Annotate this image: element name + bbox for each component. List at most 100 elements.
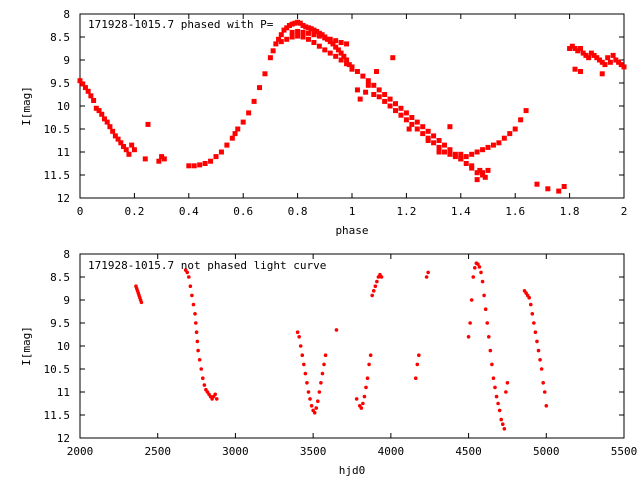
- data-point: [309, 404, 314, 408]
- data-point: [490, 142, 496, 148]
- data-point: [334, 328, 339, 332]
- data-point: [471, 275, 476, 279]
- data-point: [480, 279, 485, 284]
- data-point: [572, 66, 578, 72]
- data-point: [196, 348, 200, 353]
- data-point: [417, 353, 421, 358]
- data-point: [502, 427, 507, 431]
- x-tick-label: 1.8: [560, 205, 580, 218]
- data-point: [308, 397, 312, 401]
- data-point: [297, 335, 301, 339]
- data-point: [311, 27, 317, 33]
- data-point: [575, 48, 581, 54]
- x-tick-label: 3000: [222, 445, 249, 458]
- tick-marks: [79, 13, 625, 199]
- data-point: [303, 24, 309, 30]
- data-point: [289, 34, 295, 40]
- y-tick-labels: 8 8.5 9 9.5 10 10.5 11 11.5 12: [44, 8, 71, 205]
- data-point: [316, 30, 322, 36]
- y-axis-label: I[mag]: [20, 326, 33, 366]
- data-point: [447, 151, 453, 157]
- y-tick-label: 10.5: [44, 363, 71, 376]
- data-point: [539, 367, 544, 371]
- plot-frame: [79, 13, 625, 199]
- y-tick-label: 11.5: [44, 409, 71, 422]
- data-point: [371, 82, 377, 88]
- data-point: [536, 348, 541, 353]
- x-tick-label: 1.4: [451, 205, 471, 218]
- data-point: [300, 23, 306, 28]
- data-point: [365, 376, 370, 381]
- data-point: [486, 335, 491, 339]
- data-point: [591, 52, 597, 58]
- data-point: [224, 142, 230, 148]
- y-tick-label: 8: [63, 248, 70, 261]
- data-point: [325, 36, 331, 42]
- x-tick-label: 0.6: [233, 205, 253, 218]
- data-point: [463, 154, 469, 160]
- x-tick-label: 4000: [378, 445, 405, 458]
- data-point: [199, 367, 204, 371]
- x-tick-label: 1.2: [396, 205, 416, 218]
- data-point: [393, 101, 399, 107]
- data-point: [305, 25, 311, 31]
- data-point: [398, 105, 404, 111]
- y-tick-label: 9: [63, 54, 70, 67]
- data-point: [314, 406, 319, 410]
- data-point: [251, 98, 257, 104]
- data-point: [485, 321, 490, 325]
- x-tick-label: 0.2: [124, 205, 144, 218]
- data-point: [316, 43, 322, 49]
- data-point: [200, 376, 205, 381]
- data-point: [202, 383, 207, 387]
- data-point: [357, 96, 363, 102]
- data-point: [497, 408, 502, 413]
- data-point: [115, 136, 121, 142]
- data-point: [375, 279, 379, 284]
- data-point: [312, 410, 317, 415]
- data-point: [354, 87, 360, 93]
- data-point: [306, 390, 311, 394]
- data-point: [218, 149, 224, 155]
- x-tick-label: 0: [77, 205, 84, 218]
- data-point: [599, 71, 605, 77]
- data-point: [112, 133, 118, 139]
- data-point: [320, 371, 325, 376]
- data-point: [477, 167, 483, 173]
- data-point: [425, 128, 431, 134]
- data-point: [129, 142, 135, 148]
- data-point: [276, 36, 282, 42]
- data-point: [447, 147, 453, 153]
- data-point: [527, 295, 531, 300]
- y-tick-labels: 8 8.5 9 9.5 10 10.5 11 11.5 12: [44, 248, 71, 445]
- y-tick-label: 10: [57, 340, 70, 353]
- data-point: [479, 270, 483, 275]
- data-point: [482, 174, 488, 180]
- y-tick-label: 10: [57, 100, 70, 113]
- x-tick-label: 0.4: [179, 205, 199, 218]
- data-point: [532, 321, 536, 325]
- data-point: [409, 121, 415, 127]
- data-point: [327, 50, 333, 56]
- data-point: [123, 147, 129, 153]
- data-point: [544, 404, 549, 408]
- data-point: [344, 41, 350, 47]
- data-point: [314, 28, 320, 34]
- data-point: [376, 87, 382, 93]
- data-point: [190, 293, 194, 298]
- y-tick-label: 8.5: [50, 271, 70, 284]
- data-point: [333, 53, 339, 59]
- data-point: [159, 154, 165, 160]
- data-point: [359, 406, 364, 410]
- data-point: [535, 339, 539, 344]
- data-point: [156, 158, 162, 164]
- data-point: [88, 93, 94, 99]
- data-point: [413, 376, 418, 381]
- data-point: [398, 112, 404, 118]
- x-tick-label: 1.6: [505, 205, 525, 218]
- data-point: [118, 140, 124, 146]
- data-point: [273, 41, 279, 47]
- data-point: [295, 330, 300, 335]
- data-point: [504, 390, 508, 394]
- data-point: [257, 85, 263, 91]
